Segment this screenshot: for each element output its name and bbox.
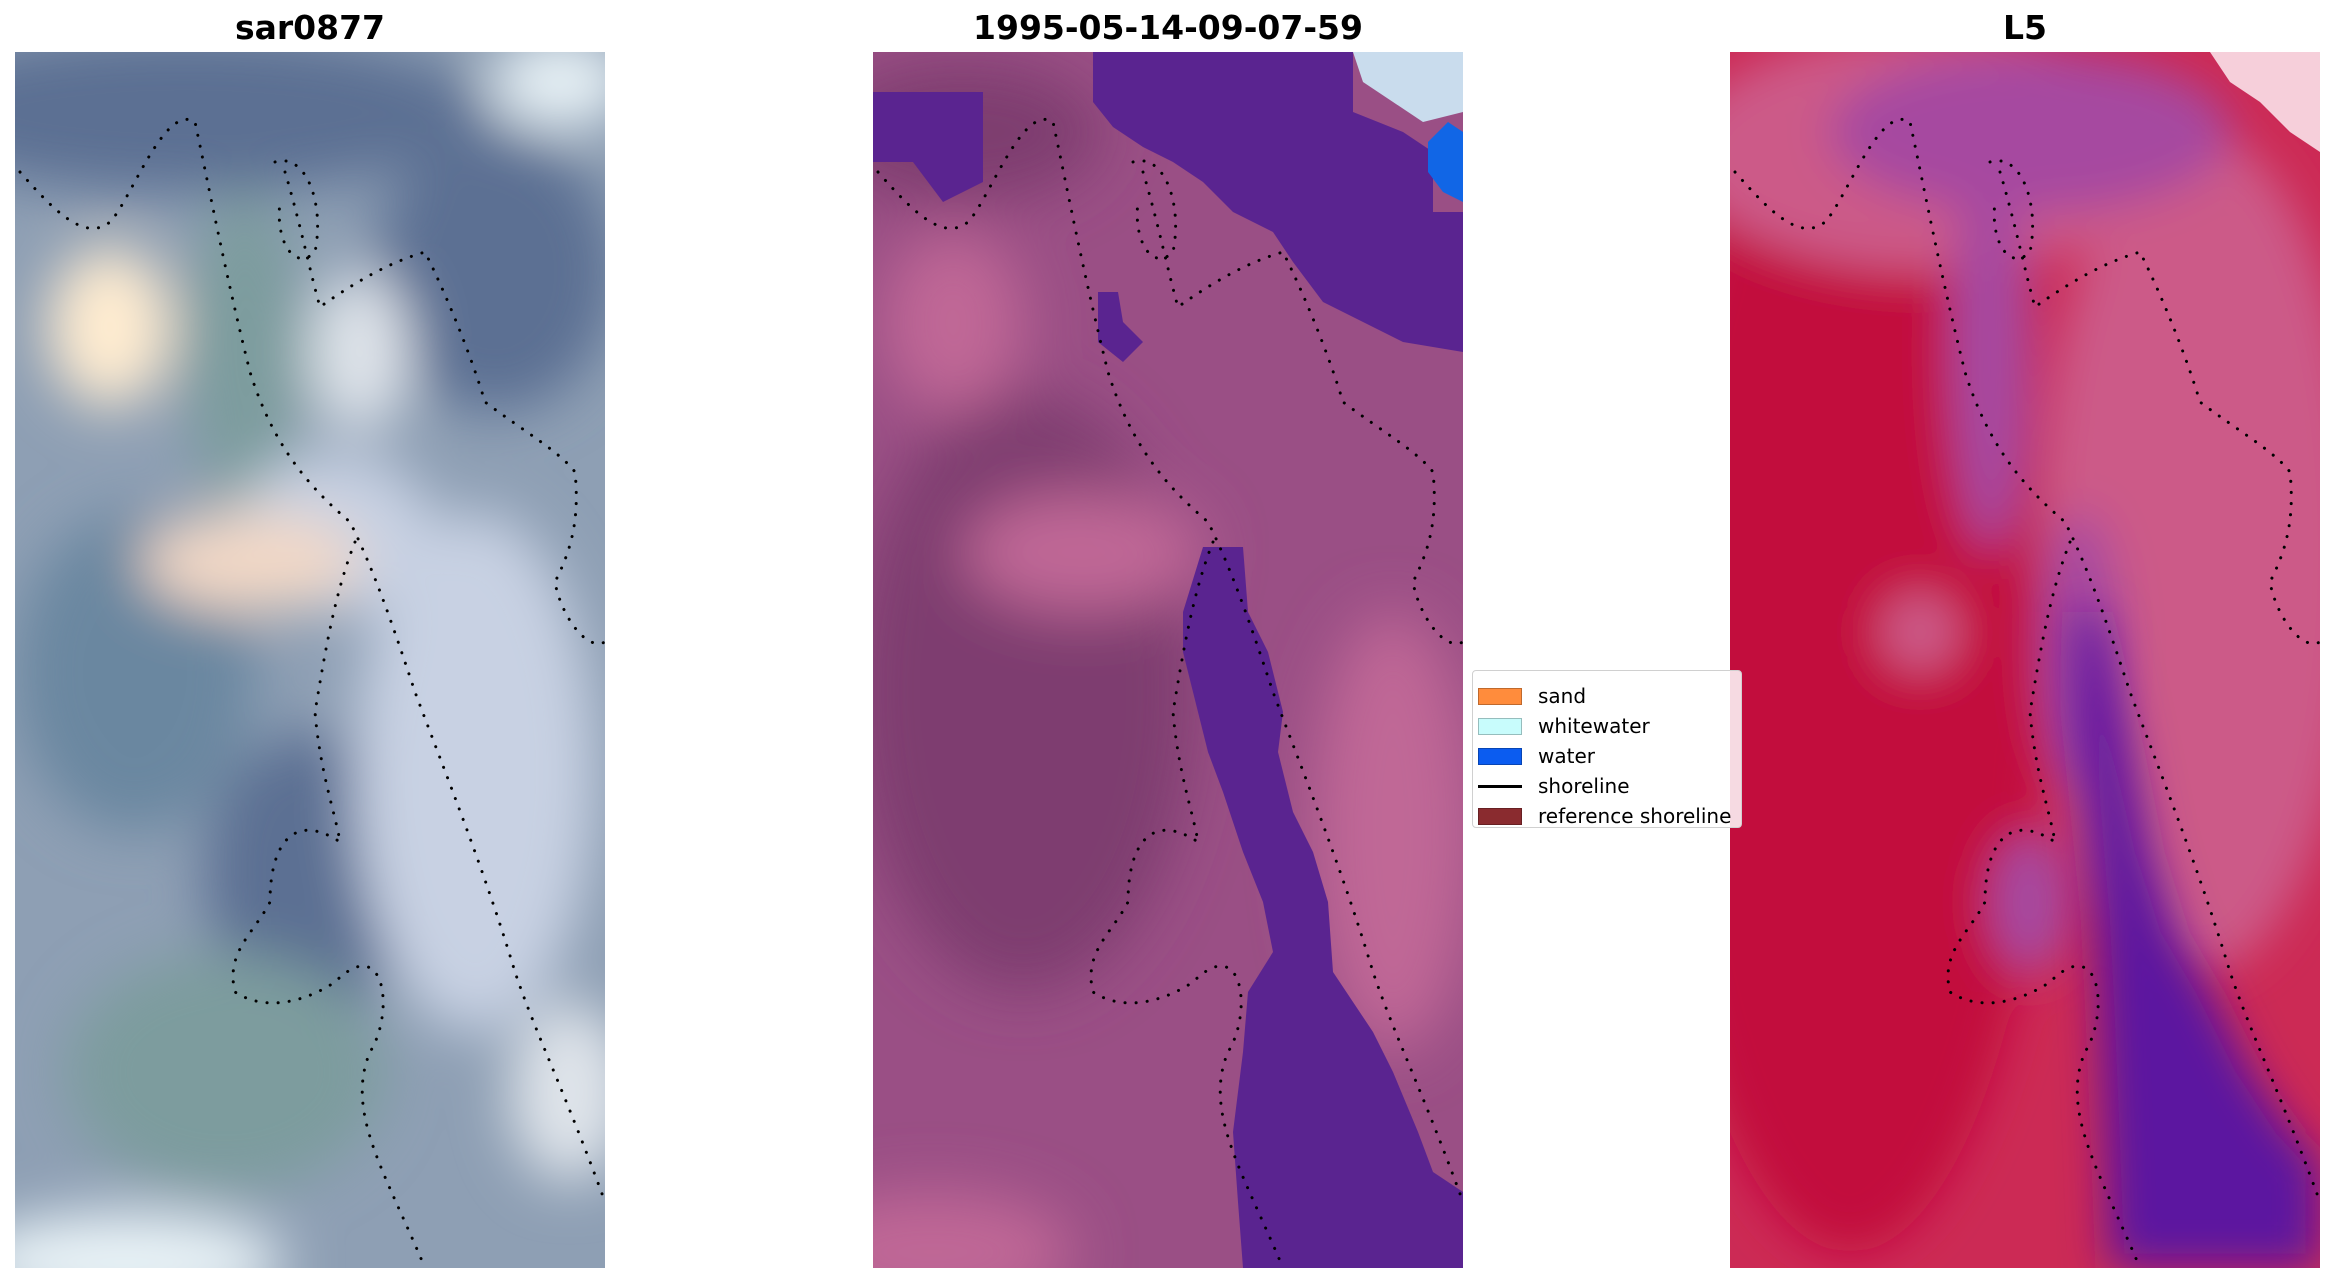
legend-swatch-reference-shoreline xyxy=(1478,807,1522,825)
legend-label-reference-shoreline: reference shoreline xyxy=(1538,804,1732,828)
legend: sand whitewater water shoreline referenc… xyxy=(1472,670,1742,828)
classified-image-panel xyxy=(873,52,1463,1268)
legend-swatch-sand xyxy=(1478,687,1522,705)
legend-swatch-whitewater xyxy=(1478,717,1522,735)
legend-label-whitewater: whitewater xyxy=(1538,714,1650,738)
legend-item-sand: sand xyxy=(1473,681,1741,711)
index-image xyxy=(1730,52,2320,1268)
classified-image xyxy=(873,52,1463,1268)
panel-title-rgb: sar0877 xyxy=(234,8,386,47)
index-image-panel xyxy=(1730,52,2320,1268)
shoreline-overlay xyxy=(18,117,605,1268)
rgb-image xyxy=(15,52,605,1268)
shoreline-overlay xyxy=(876,117,1463,1268)
shoreline-overlay xyxy=(1733,117,2320,1268)
water-class-region xyxy=(873,52,1463,1268)
legend-item-shoreline: shoreline xyxy=(1473,771,1741,801)
legend-item-reference-shoreline: reference shoreline xyxy=(1473,801,1741,828)
legend-swatch-water xyxy=(1478,747,1522,765)
panel-title-sensor: L5 xyxy=(2003,8,2047,47)
legend-label-sand: sand xyxy=(1538,684,1587,708)
legend-item-whitewater: whitewater xyxy=(1473,711,1741,741)
legend-label-water: water xyxy=(1538,744,1595,768)
rgb-image-panel xyxy=(15,52,605,1268)
panel-title-date: 1995-05-14-09-07-59 xyxy=(973,8,1363,47)
legend-label-shoreline: shoreline xyxy=(1538,774,1630,798)
legend-item-water: water xyxy=(1473,741,1741,771)
legend-line-shoreline xyxy=(1478,784,1522,788)
